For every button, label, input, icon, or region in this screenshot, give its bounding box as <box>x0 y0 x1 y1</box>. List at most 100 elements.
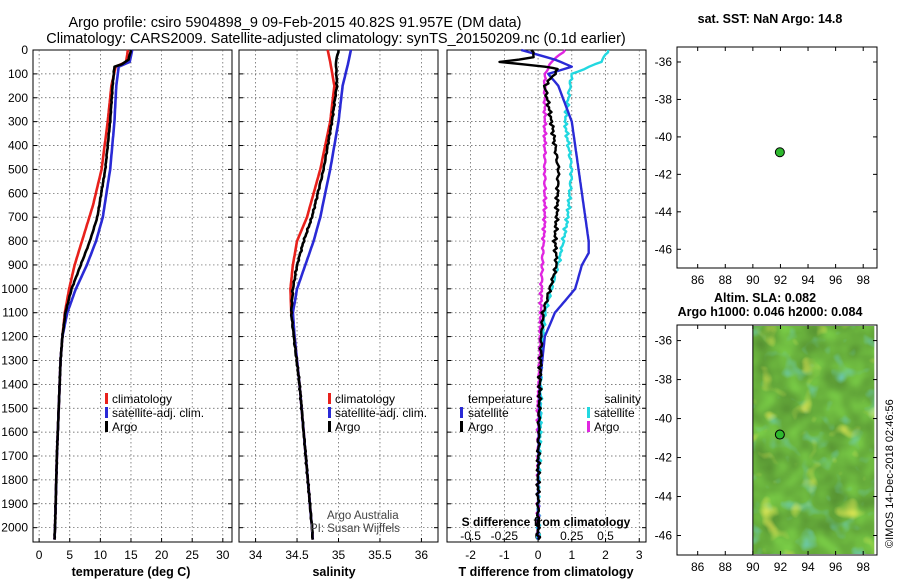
map-lon-label: 88 <box>719 273 733 287</box>
temperature-tick-label: 10 <box>94 548 108 562</box>
sst-map-ticks: 86 88 90 92 94 96 98 -36 -38 -40 -42 -44 -46 <box>655 47 877 287</box>
salinity-tick-label: 35 <box>332 548 346 562</box>
depth-tick-label: 1000 <box>1 282 28 296</box>
map-lon-label: 96 <box>829 560 843 574</box>
legend-argo: Argo <box>112 420 138 434</box>
legend-swatch-climatology <box>105 393 108 404</box>
temperature-tick-label: 5 <box>66 548 73 562</box>
salinity-legend: climatology satellite-adj. clim. Argo <box>328 392 427 434</box>
map-lat-label: -38 <box>655 373 673 387</box>
depth-tick-label: 0 <box>21 43 28 57</box>
salinity-tick-label: 34.5 <box>285 548 309 562</box>
depth-tick-label: 300 <box>8 115 28 129</box>
series-line-t-argo <box>498 49 561 541</box>
depth-tick-label: 900 <box>8 258 28 272</box>
imos-timestamp: ©IMOS 14-Dec-2018 02:46:56 <box>884 399 896 548</box>
salinity-grid <box>239 49 438 542</box>
depth-tick-label: 1900 <box>1 497 28 511</box>
map-lon-label: 98 <box>857 560 871 574</box>
map-lon-label: 86 <box>691 273 705 287</box>
map-lon-label: 86 <box>691 560 705 574</box>
salinity-x-tick-labels: 34 34.5 35 35.5 36 <box>249 548 429 562</box>
legend-swatch-t-satellite <box>460 407 463 418</box>
map-lat-label: -38 <box>655 92 673 106</box>
depth-tick-labels: 0 100 200 300 400 500 600 700 800 900 1000 1100 1200… <box>1 43 28 535</box>
depth-tick-label: 1100 <box>2 306 28 320</box>
sst-map-title: sat. SST: NaN Argo: 14.8 <box>698 12 843 26</box>
temperature-tick-label: 15 <box>124 548 138 562</box>
temperature-plot-frame <box>32 49 233 543</box>
map-lon-label: 92 <box>774 273 788 287</box>
temperature-tick-label: 25 <box>186 548 200 562</box>
depth-tick-label: 400 <box>8 139 28 153</box>
salinity-panel: 34 34.5 35 35.5 36 salinity climatology sate… <box>238 49 439 579</box>
series-line-argo <box>53 49 133 540</box>
map-lat-label: -42 <box>655 167 673 181</box>
difference-legend: temperature satellite Argo salinity sate… <box>460 392 641 434</box>
map-lon-label: 98 <box>857 273 871 287</box>
sla-map-title-line2: Argo h1000: 0.046 h2000: 0.084 <box>678 305 863 319</box>
temperature-x-label: temperature (deg C) <box>72 565 191 579</box>
sla-heatmap <box>752 325 875 555</box>
legend-satellite-adj: satellite-adj. clim. <box>335 406 427 420</box>
series-line-climatology <box>53 49 130 540</box>
depth-tick-label: 1600 <box>1 425 28 439</box>
temperature-x-tick-labels: 0 5 10 15 20 25 30 <box>36 548 230 562</box>
map-lat-label: -46 <box>655 242 673 256</box>
depth-tick-label: 2000 <box>1 521 28 535</box>
legend-climatology: climatology <box>335 392 395 406</box>
legend-swatch-argo <box>328 421 331 432</box>
credit-line1: Argo Australia <box>327 510 399 522</box>
depth-tick-label: 700 <box>8 210 28 224</box>
series-line-t-satellite <box>520 48 590 540</box>
map-lon-label: 90 <box>746 560 760 574</box>
temperature-lines <box>53 49 134 540</box>
map-lat-label: -36 <box>655 55 673 69</box>
t-diff-tick-label: 3 <box>636 548 643 562</box>
sla-map-ticks: 86 88 90 92 94 96 98 -36 -38 -40 -42 -44 -46 <box>655 325 877 574</box>
legend-swatch-satellite <box>105 407 108 418</box>
s-diff-tick-label: -0.25 <box>491 529 519 543</box>
temperature-tick-label: 30 <box>216 548 230 562</box>
s-difference-label: S difference from climatology <box>462 515 631 529</box>
temperature-panel: 0100200300400500600700800900100011001200… <box>1 43 233 579</box>
map-lon-label: 94 <box>801 560 815 574</box>
depth-tick-label: 1200 <box>1 330 28 344</box>
s-diff-tick-label: 0.5 <box>597 529 614 543</box>
legend-s-argo: Argo <box>594 420 620 434</box>
series-line-satellite-adj-clim- <box>53 49 134 540</box>
sst-map-panel: sat. SST: NaN Argo: 14.8 86 88 90 92 94 96 98 -… <box>655 12 878 287</box>
map-lon-label: 94 <box>801 273 815 287</box>
depth-tick-label: 600 <box>8 186 28 200</box>
map-lat-label: -42 <box>655 451 673 465</box>
depth-tick-label: 1300 <box>1 353 28 367</box>
legend-swatch-t-argo <box>460 421 463 432</box>
float-position-marker <box>774 147 785 158</box>
legend-swatch-s-argo <box>587 421 590 432</box>
figure-title-line1: Argo profile: csiro 5904898_9 09-Feb-201… <box>68 15 521 31</box>
map-lat-label: -46 <box>655 529 673 543</box>
salinity-tick-label: 36 <box>415 548 429 562</box>
legend-t-argo: Argo <box>468 420 494 434</box>
temperature-tick-label: 20 <box>155 548 169 562</box>
legend-climatology: climatology <box>112 392 172 406</box>
map-lat-label: -40 <box>655 412 673 426</box>
float-position-marker <box>774 429 785 440</box>
depth-tick-label: 1800 <box>1 473 28 487</box>
map-lon-label: 88 <box>719 560 733 574</box>
legend-swatch-climatology <box>328 393 331 404</box>
t-diff-tick-label: 2 <box>602 548 609 562</box>
legend-swatch-s-satellite <box>587 407 590 418</box>
t-diff-tick-label: 1 <box>568 548 575 562</box>
sla-map-marker <box>774 429 785 440</box>
t-diff-tick-label: 0 <box>535 548 542 562</box>
difference-grid <box>447 49 646 542</box>
sst-map-marker <box>774 147 785 158</box>
map-lon-label: 90 <box>746 273 760 287</box>
credit-line2: PI: Susan Wijffels <box>310 523 400 535</box>
depth-tick-label: 800 <box>8 234 28 248</box>
salinity-lines <box>289 49 353 540</box>
salinity-x-label: salinity <box>312 565 355 579</box>
temperature-grid <box>33 49 232 542</box>
